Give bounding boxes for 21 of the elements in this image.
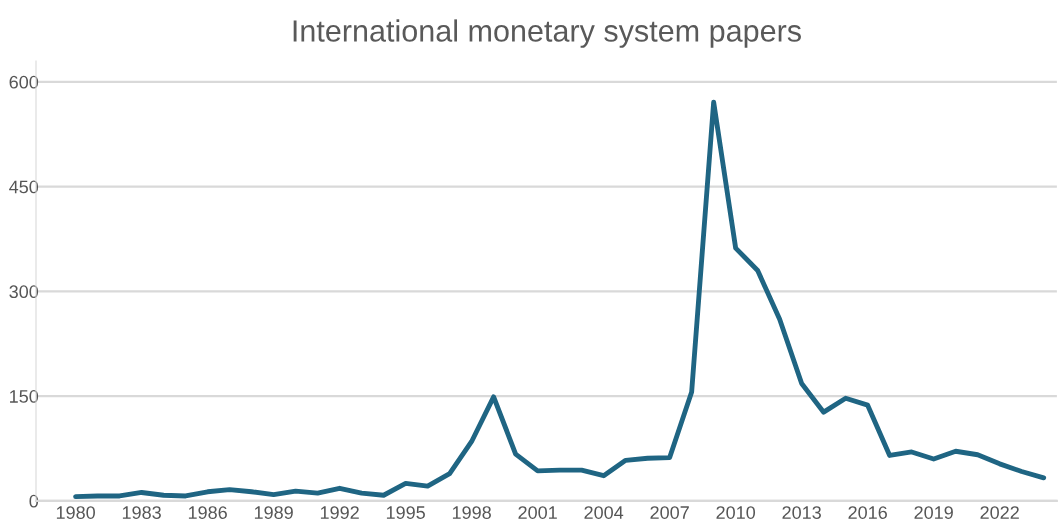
line-series xyxy=(73,99,1047,500)
y-tick-label: 600 xyxy=(9,75,39,89)
x-tick-label: 2022 xyxy=(980,506,1019,519)
chart-title: International monetary system papers xyxy=(293,19,801,48)
y-tick-label: 150 xyxy=(10,390,39,403)
x-tick-label: 1983 xyxy=(122,506,161,519)
x-tick-label: 2019 xyxy=(914,506,953,519)
x-tick-label: 2016 xyxy=(848,506,887,519)
x-tick-label: 2010 xyxy=(716,506,756,519)
x-tick-label: 1980 xyxy=(56,506,95,519)
x-tick-label: 2013 xyxy=(782,506,821,519)
x-tick-label: 2004 xyxy=(584,506,624,519)
y-tick-label: 450 xyxy=(9,180,39,194)
x-tick-label: 2001 xyxy=(518,506,557,519)
x-tick-label: 1995 xyxy=(386,506,425,519)
x-tick-label: 1998 xyxy=(452,506,491,519)
x-tick-label: 1989 xyxy=(254,506,293,519)
x-tick-label: 2007 xyxy=(650,506,689,519)
y-tick-label: 300 xyxy=(9,285,39,299)
x-tick-label: 1992 xyxy=(320,506,359,519)
x-tick-label: 1986 xyxy=(188,506,227,519)
